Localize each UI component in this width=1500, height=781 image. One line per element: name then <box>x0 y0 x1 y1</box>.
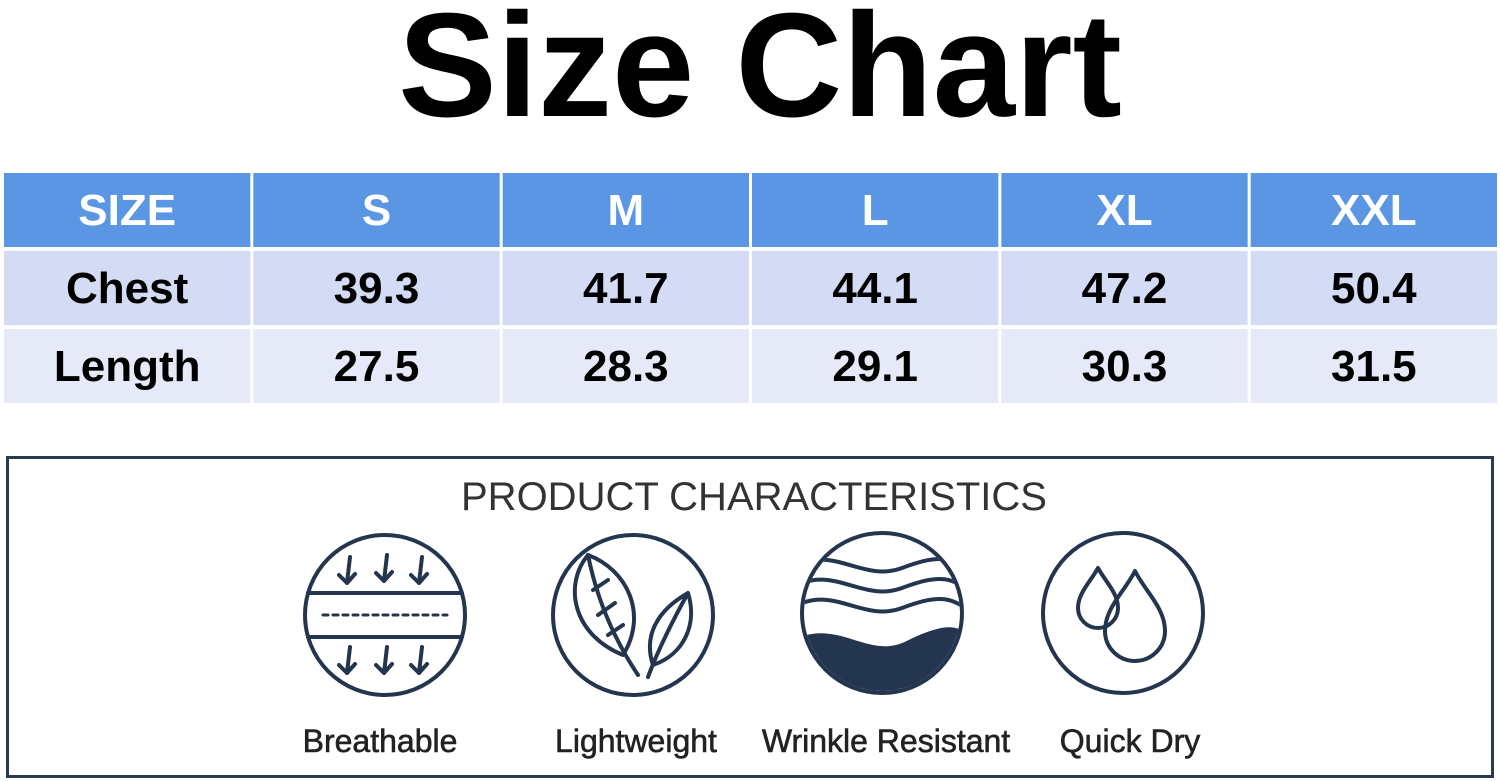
characteristic-label: Wrinkle Resistant <box>762 723 1010 759</box>
lightweight-icon <box>551 533 715 697</box>
table-cell <box>4 329 251 403</box>
header-cell <box>752 173 999 247</box>
header-text: SIZE <box>78 186 176 235</box>
table-cell <box>1001 251 1248 325</box>
header-cell <box>1250 173 1497 247</box>
cell-text: 28.3 <box>583 342 669 391</box>
cell-text: 27.5 <box>334 342 420 391</box>
header-cell <box>253 173 500 247</box>
header-text: S <box>362 186 391 235</box>
table-cell <box>1001 329 1248 403</box>
table-cell <box>752 329 999 403</box>
cell-text: 50.4 <box>1331 264 1417 313</box>
table-cell <box>253 329 500 403</box>
title: Size Chart <box>398 0 1122 148</box>
characteristics-title: PRODUCT CHARACTERISTICS <box>461 475 1047 519</box>
wrinkle-resistant-icon <box>800 531 964 695</box>
table-cell <box>502 251 749 325</box>
size-table: SIZE S M L XL XXL Chest 39.3 41.7 44.1 47.2 50.4 Len… <box>4 173 1497 403</box>
cell-text: 47.2 <box>1082 264 1168 313</box>
header-text: L <box>862 186 889 235</box>
header-cell <box>4 173 251 247</box>
header-cell <box>1001 173 1248 247</box>
cell-text: 41.7 <box>583 264 669 313</box>
cell-text: 30.3 <box>1082 342 1168 391</box>
characteristic-labels: Breathable Lightweight Wrinkle Resistant Qu… <box>302 723 1200 760</box>
table-cell <box>1250 251 1497 325</box>
table-cell <box>502 329 749 403</box>
table-cell <box>1250 329 1497 403</box>
header-cell <box>502 173 749 247</box>
cell-text: 31.5 <box>1331 342 1417 391</box>
header-text: XXL <box>1331 186 1417 235</box>
cell-text: 29.1 <box>832 342 918 391</box>
breathable-icon <box>303 533 467 697</box>
table-cell <box>253 251 500 325</box>
characteristic-label: Quick Dry <box>1060 723 1200 759</box>
cell-text: 39.3 <box>334 264 420 313</box>
cell-text: 44.1 <box>832 264 918 313</box>
characteristics-box <box>6 456 1494 778</box>
quick-dry-icon <box>1041 531 1205 695</box>
header-text: M <box>608 186 645 235</box>
cell-text: Chest <box>66 264 189 313</box>
cell-text: Length <box>54 342 201 391</box>
characteristic-label: Lightweight <box>555 723 717 759</box>
header-text: XL <box>1096 186 1152 235</box>
table-cell <box>752 251 999 325</box>
characteristic-label: Breathable <box>303 723 458 759</box>
table-cell <box>4 251 251 325</box>
